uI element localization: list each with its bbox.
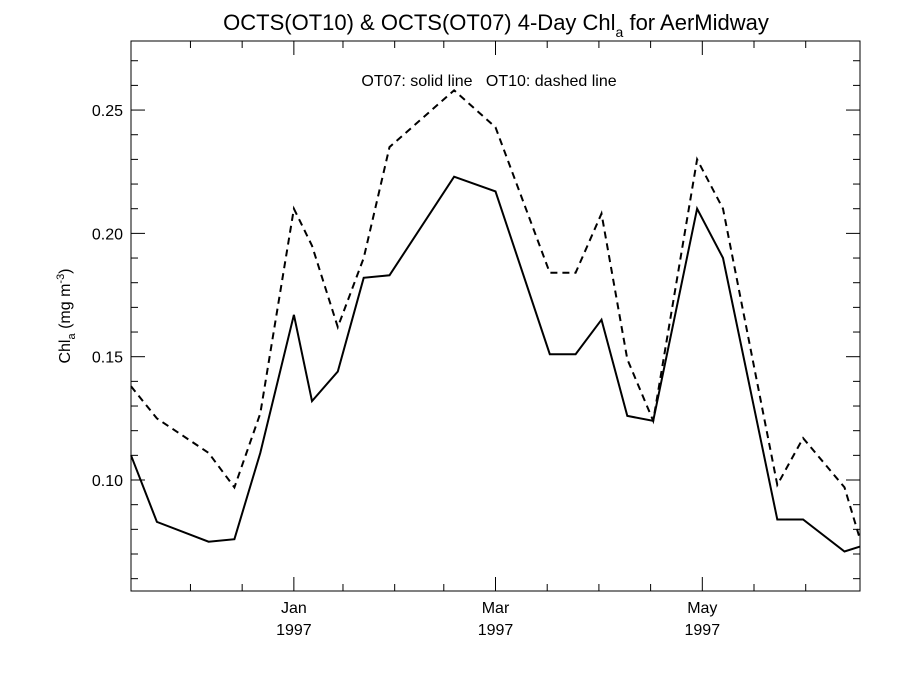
x-tick-label-year: 1997 [478, 622, 514, 639]
y-tick-label: 0.20 [92, 226, 123, 243]
x-tick-label-month: Mar [482, 600, 510, 617]
y-tick-label: 0.15 [92, 350, 123, 367]
chart-title: OCTS(OT10) & OCTS(OT07) 4-Day Chla for A… [223, 10, 769, 40]
x-tick-label-year: 1997 [276, 622, 312, 639]
y-tick-label: 0.10 [92, 473, 123, 490]
x-tick-label-year: 1997 [685, 622, 721, 639]
x-tick-label-month: Jan [281, 600, 307, 617]
data-series [130, 88, 861, 553]
series-line-ot10 [130, 88, 861, 540]
y-axis-label: Chla (mg m-3) [55, 268, 78, 363]
x-tick-label-month: May [687, 600, 717, 617]
series-line-ot07 [130, 175, 861, 553]
y-tick-label: 0.25 [92, 103, 123, 120]
axis-ticks: 0.10 0.15 0.20 0.25 Jan 1997 Mar 1997 May 1997 [92, 41, 860, 639]
legend-annotation: OT07: solid line OT10: dashed line [361, 73, 616, 90]
plot-frame [130, 40, 861, 592]
